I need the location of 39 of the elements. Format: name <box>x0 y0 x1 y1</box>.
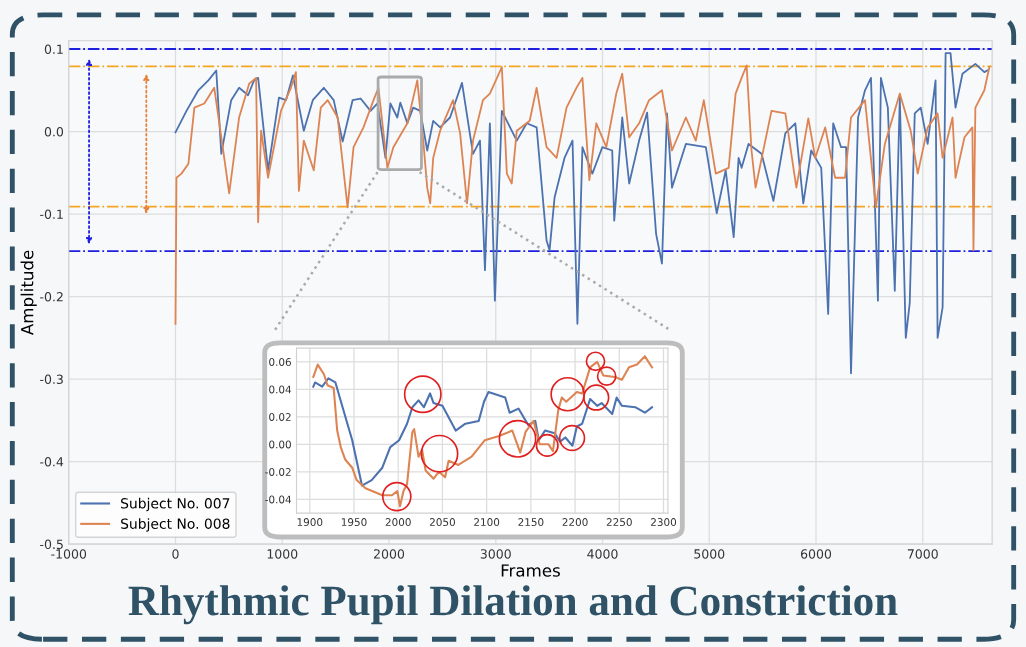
line-series <box>174 52 989 375</box>
x-tick-label: 5000 <box>694 549 725 559</box>
y-tick-label: 0.0 <box>44 127 64 137</box>
x-tick-label: 2000 <box>374 549 405 559</box>
line-series <box>174 64 991 325</box>
x-tick-label: -1000 <box>51 549 87 559</box>
x-tick-label: 2000 <box>385 518 411 526</box>
y-tick-label: 0.06 <box>269 358 291 366</box>
x-tick-label: 4000 <box>587 549 618 559</box>
x-tick-label: 2100 <box>474 518 500 526</box>
x-tick-label: 2050 <box>429 518 455 526</box>
line-series <box>312 377 654 487</box>
y-tick-label: -0.1 <box>40 209 63 219</box>
text: Rhythmic Pupil Dilation and Constriction <box>128 585 898 625</box>
y-tick-label: 0.02 <box>269 413 291 421</box>
y-axis-title: Amplitude <box>20 250 37 336</box>
y-tick-label: -0.04 <box>265 495 292 504</box>
y-tick-label: -0.02 <box>265 468 291 476</box>
y-tick-label: 0.1 <box>44 44 63 54</box>
legend-label: Subject No. 008 <box>121 518 230 532</box>
y-tick-label: -0.5 <box>40 539 63 550</box>
x-tick-label: 1000 <box>267 549 298 559</box>
x-tick-label: 0 <box>172 549 179 559</box>
y-tick-label: -0.2 <box>40 292 63 302</box>
x-tick-label: 2200 <box>562 518 588 526</box>
y-tick-label: 0.00 <box>269 440 291 449</box>
x-tick-label: 2250 <box>606 518 632 526</box>
x-tick-label: 3000 <box>480 549 511 559</box>
x-axis-title: Frames <box>501 564 560 577</box>
x-tick-label: 7000 <box>907 549 938 559</box>
x-tick-label: 1900 <box>297 518 323 526</box>
x-tick-label: 6000 <box>800 549 832 559</box>
y-tick-label: 0.04 <box>269 385 292 394</box>
y-tick-label: -0.4 <box>40 457 64 467</box>
y-tick-label: -0.3 <box>40 374 63 385</box>
legend-label: Subject No. 007 <box>121 497 230 512</box>
x-tick-label: 2300 <box>651 518 677 526</box>
x-tick-label: 2150 <box>518 518 544 526</box>
x-tick-label: 1950 <box>341 518 367 526</box>
